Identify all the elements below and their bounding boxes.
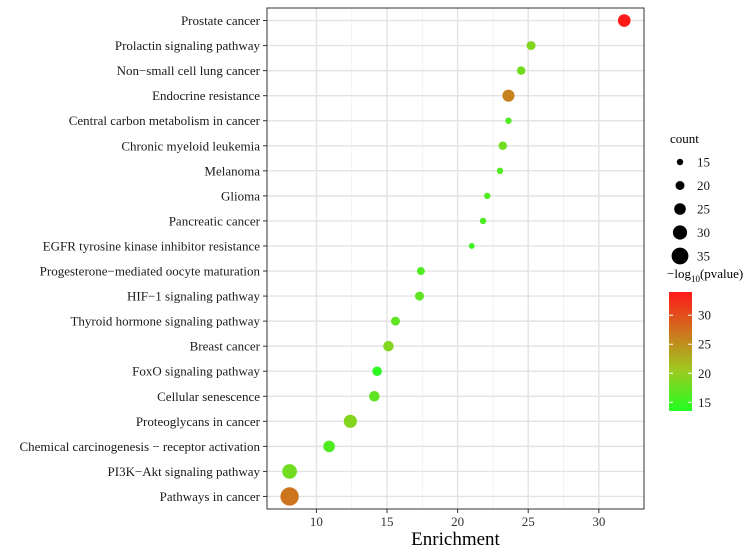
size-legend-label: 35 [697,249,710,264]
size-legend-label: 20 [697,178,710,193]
y-tick-label: HIF−1 signaling pathway [127,289,260,304]
data-point [416,267,425,276]
data-point [484,192,491,200]
data-point [498,141,508,151]
size-legend-label: 25 [697,202,710,217]
colorbar [669,292,692,411]
data-point [516,66,526,75]
y-tick-label: Melanoma [204,163,260,178]
data-point [496,167,504,175]
y-tick-label: Chronic myeloid leukemia [121,138,260,153]
size-legend-label: 30 [697,225,710,240]
y-tick-label: Cellular senescence [157,389,260,404]
y-tick-label: Pancreatic cancer [169,213,261,228]
y-tick-label: EGFR tyrosine kinase inhibitor resistanc… [43,238,261,253]
x-tick-label: 20 [451,514,464,529]
colorbar-label: 30 [698,308,711,323]
data-point [502,89,515,102]
color-legend-title-suffix: (pvalue) [700,266,743,281]
data-point [414,291,424,301]
x-tick-label: 30 [592,514,605,529]
y-tick-label: Central carbon metabolism in cancer [69,113,261,128]
color-legend-title-subscript: 10 [691,274,701,284]
size-legend-title: count [670,131,699,146]
data-point [479,217,487,225]
y-tick-label: Chemical carcinogenesis − receptor activ… [19,439,260,454]
size-legend-key [675,181,685,190]
colorbar-label: 25 [698,337,711,352]
size-legend-key [676,158,684,166]
y-tick-label: Endocrine resistance [152,88,260,103]
y-tick-label: Breast cancer [190,339,261,354]
gridlines [267,8,644,509]
color-legend: −log10(pvalue) 15 20 25 30 [667,266,743,411]
x-tick-label: 15 [381,514,394,529]
data-point [390,316,400,326]
colorbar-label: 15 [698,395,711,410]
plot-panel [267,8,644,509]
data-point [383,340,394,352]
y-tick-label: Glioma [221,188,260,203]
data-point [468,243,475,249]
data-point [343,414,357,428]
data-point [617,14,631,27]
y-axis: Prostate cancer Prolactin signaling pathw… [19,13,267,504]
y-tick-label: Proteoglycans in cancer [136,414,261,429]
color-legend-title: −log10(pvalue) [667,266,743,284]
color-legend-title-prefix: −log [667,266,691,281]
data-point [526,41,536,51]
data-point [369,390,380,402]
y-tick-label: Thyroid hormone signaling pathway [70,314,260,329]
data-points [280,14,631,506]
y-tick-label: Non−small cell lung cancer [117,63,261,78]
data-point [282,464,297,479]
y-tick-label: Prolactin signaling pathway [115,38,261,53]
y-tick-label: Pathways in cancer [160,489,261,504]
x-axis: 10 15 20 25 30 [310,509,605,529]
size-legend: count 15 20 25 30 35 [670,131,710,265]
size-legend-key [672,225,688,240]
y-tick-label: Prostate cancer [181,13,261,28]
data-point [323,440,335,453]
y-tick-label: FoxO signaling pathway [132,364,260,379]
y-tick-label: PI3K−Akt signaling pathway [108,464,261,479]
data-point [280,487,299,506]
size-legend-key [671,247,689,265]
x-tick-label: 10 [310,514,323,529]
x-tick-label: 25 [522,514,535,529]
size-legend-label: 15 [697,155,710,170]
size-legend-key [674,203,686,215]
x-axis-title: Enrichment [411,529,500,550]
colorbar-label: 20 [698,366,711,381]
data-point [505,117,512,124]
y-tick-label: Progesterone−mediated oocyte maturation [40,264,261,279]
plot-border [266,7,645,510]
data-point [372,366,382,376]
